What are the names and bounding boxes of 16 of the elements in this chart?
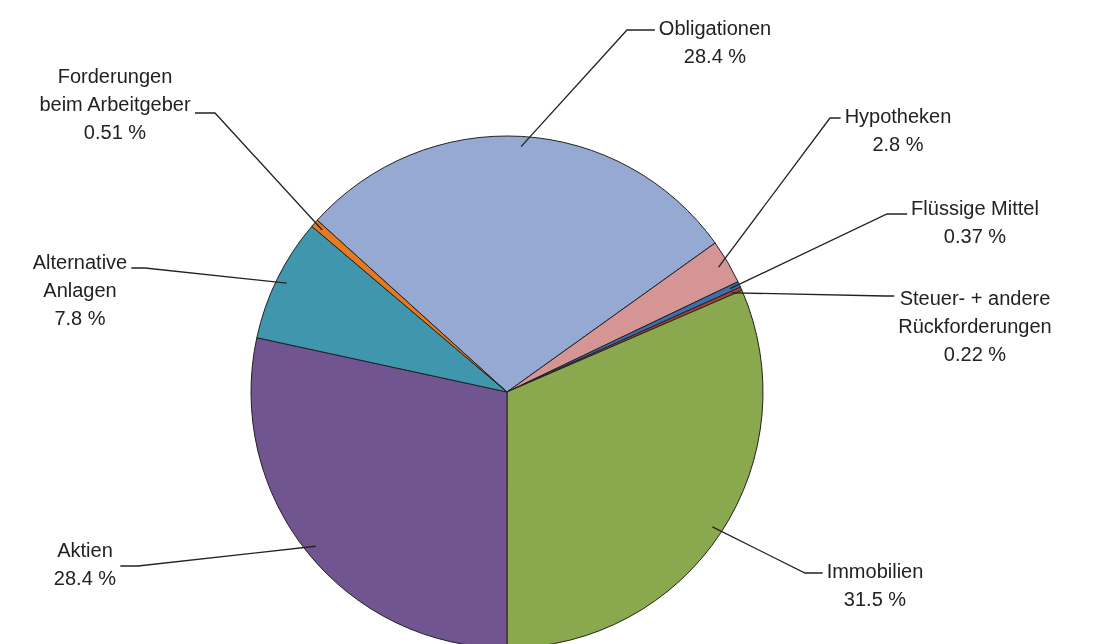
slice-label: Hypotheken bbox=[844, 105, 952, 127]
slice-label: Forderungen beim Arbeitgeber bbox=[39, 65, 191, 115]
data-label: 0.22 % bbox=[943, 343, 1007, 365]
slice-label: Steuer- + andere Rückforderungen bbox=[898, 287, 1052, 337]
data-label: 31.5 % bbox=[843, 588, 907, 610]
slice-label: Flüssige Mittel bbox=[911, 197, 1039, 219]
data-label: 7.8 % bbox=[54, 307, 106, 329]
data-label: 0.51 % bbox=[83, 121, 147, 143]
data-label: 28.4 % bbox=[53, 567, 117, 589]
data-label: 0.37 % bbox=[943, 225, 1007, 247]
slice-label: Obligationen bbox=[658, 17, 772, 39]
data-label: 28.4 % bbox=[683, 45, 747, 67]
slice-label: Alternative Anlagen bbox=[32, 251, 128, 301]
slice-label: Immobilien bbox=[826, 560, 924, 582]
data-label: 2.8 % bbox=[872, 133, 924, 155]
slice-label: Aktien bbox=[57, 539, 113, 561]
